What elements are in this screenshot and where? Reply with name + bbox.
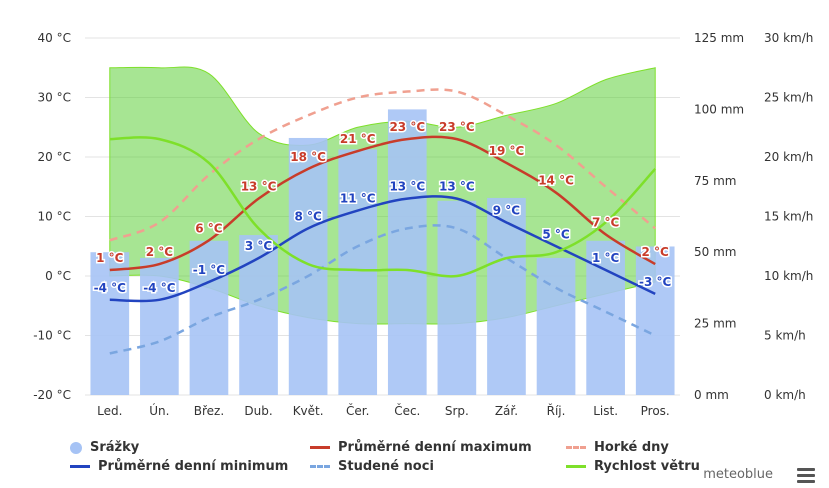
- category-label: Čec.: [394, 403, 420, 418]
- precip-tick-label: 25 mm: [694, 317, 736, 331]
- category-label: Srp.: [445, 404, 469, 418]
- precip-tick-label: 125 mm: [694, 31, 744, 45]
- legend-label: Studené noci: [338, 459, 434, 474]
- wind-tick-label: 20 km/h: [764, 150, 813, 164]
- precip-bar: [635, 246, 675, 395]
- category-label: Květ.: [293, 404, 324, 418]
- data-label: -3 °C: [639, 275, 672, 289]
- legend-item-vitr[interactable]: Rychlost větru: [566, 459, 700, 474]
- precip-bar: [536, 257, 576, 395]
- category-label: Led.: [97, 404, 122, 418]
- legend-label: Průměrné denní minimum: [98, 459, 289, 474]
- category-label: Dub.: [244, 404, 272, 418]
- precip-bars: [90, 109, 675, 396]
- temp-tick-label: 40 °C: [38, 31, 71, 45]
- precip-bar: [437, 200, 477, 395]
- lines: [109, 88, 657, 355]
- temp-tick-label: 10 °C: [38, 210, 71, 224]
- legend-item-horke-dny[interactable]: Horké dny: [566, 440, 669, 455]
- temp-tick-label: -20 °C: [33, 388, 71, 402]
- wind-tick-label: 5 km/h: [764, 329, 806, 343]
- data-label: 11 °C: [340, 192, 376, 206]
- data-label: -4 °C: [143, 281, 176, 295]
- precip-bar: [338, 149, 378, 395]
- data-label: 21 °C: [340, 132, 376, 146]
- series-line: [109, 195, 656, 303]
- temp-tick-label: 30 °C: [38, 91, 71, 105]
- wind-tick-label: 10 km/h: [764, 269, 813, 283]
- series-line: [109, 135, 656, 272]
- data-label: 23 °C: [439, 120, 475, 134]
- series-line: [109, 136, 657, 278]
- legend-item-min[interactable]: Průměrné denní minimum: [70, 459, 288, 474]
- wind-tick-label: 30 km/h: [764, 31, 813, 45]
- data-label: 14 °C: [538, 174, 574, 188]
- wind-tick-label: 15 km/h: [764, 210, 813, 224]
- legend-dot-icon: [70, 441, 82, 454]
- data-label: 8 °C: [294, 209, 322, 223]
- category-label: Zář.: [495, 404, 518, 418]
- precip-tick-label: 100 mm: [694, 102, 744, 116]
- precip-tick-label: 50 mm: [694, 245, 736, 259]
- temp-tick-label: 0 °C: [45, 269, 71, 283]
- precip-bar: [239, 235, 278, 395]
- category-label: Pros.: [641, 404, 670, 418]
- legend-label: Srážky: [90, 440, 140, 455]
- temp-tick-label: -10 °C: [33, 329, 71, 343]
- data-label: 19 °C: [489, 144, 525, 158]
- data-label: 5 °C: [542, 227, 570, 241]
- wind-tick-label: 0 km/h: [764, 388, 806, 402]
- data-label: 13 °C: [389, 180, 425, 194]
- legend-line-icon: [566, 465, 586, 468]
- legend-item-studene-noci[interactable]: Studené noci: [310, 459, 434, 474]
- legend-line-icon: [70, 465, 90, 468]
- precip-bar: [586, 240, 625, 395]
- axes: 40 °C 30 °C 20 °C 10 °C 0 °C -10 °C -20 °C 125 …: [33, 31, 813, 418]
- legend-item-max[interactable]: Průměrné denní maximum: [310, 440, 532, 455]
- legend-label: Horké dny: [594, 440, 669, 455]
- precip-tick-label: 75 mm: [694, 174, 736, 188]
- brand-logo: meteoblue: [703, 467, 773, 482]
- precip-bar: [140, 257, 179, 395]
- climate-chart: 1 °C 2 °C 6 °C 13 °C 18 °C 21 °C 23 °C 23 °C 19 …: [33, 31, 813, 418]
- series-line: [109, 224, 656, 355]
- data-label: 18 °C: [290, 150, 326, 164]
- data-label: 2 °C: [146, 245, 174, 259]
- legend-dash-icon: [310, 465, 330, 468]
- data-label: 3 °C: [245, 239, 273, 253]
- legend-label: Rychlost větru: [594, 459, 700, 474]
- category-label: Čer.: [346, 403, 369, 418]
- data-label: -4 °C: [94, 281, 127, 295]
- temp-tick-label: 20 °C: [38, 150, 71, 164]
- data-label: 1 °C: [96, 251, 124, 265]
- category-label: List.: [593, 404, 618, 418]
- legend-label: Průměrné denní maximum: [338, 440, 532, 455]
- data-label: 6 °C: [195, 221, 223, 235]
- data-label: -1 °C: [193, 263, 226, 277]
- data-label: 2 °C: [642, 245, 670, 259]
- category-label: Ún.: [149, 403, 169, 418]
- legend-dash-icon: [566, 446, 586, 449]
- data-labels: 1 °C 2 °C 6 °C 13 °C 18 °C 21 °C 23 °C 23 °C 19 …: [92, 119, 673, 297]
- precip-bar: [288, 137, 328, 395]
- legend-item-srazky[interactable]: Srážky: [70, 440, 139, 455]
- series-line: [109, 88, 657, 242]
- precip-bar: [387, 109, 427, 396]
- precip-bar: [487, 197, 526, 395]
- wind-tick-label: 25 km/h: [764, 91, 813, 105]
- data-label: 1 °C: [592, 251, 620, 265]
- data-label: 7 °C: [592, 215, 620, 229]
- data-label: 13 °C: [439, 180, 475, 194]
- data-label: 9 °C: [493, 203, 521, 217]
- category-label: Břez.: [194, 404, 224, 418]
- precip-tick-label: 0 mm: [694, 388, 729, 402]
- data-label: 13 °C: [241, 180, 277, 194]
- data-label: 23 °C: [389, 120, 425, 134]
- legend-line-icon: [310, 446, 330, 449]
- precip-bar: [90, 252, 130, 395]
- hamburger-menu-icon[interactable]: [797, 468, 815, 483]
- category-label: Říj.: [547, 403, 566, 418]
